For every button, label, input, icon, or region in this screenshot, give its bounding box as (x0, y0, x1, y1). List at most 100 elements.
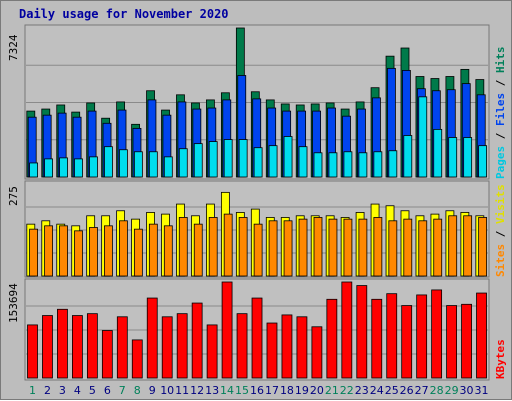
day-label-30: 30 (460, 384, 474, 397)
day-label-23: 23 (355, 384, 369, 397)
bar-sites-day-27 (418, 220, 428, 277)
day-label-1: 1 (29, 384, 36, 397)
bar-sites-day-2 (44, 225, 53, 277)
bar-sites-day-5 (89, 227, 98, 277)
bar-sites-day-1 (29, 228, 39, 277)
bar-sites-day-30 (463, 215, 473, 277)
legend-visits: Visits (494, 184, 507, 224)
bar-pages-day-10 (163, 156, 173, 178)
bar-kbytes-day-22 (341, 281, 353, 379)
day-label-20: 20 (310, 384, 324, 397)
bar-pages-day-30 (463, 137, 473, 178)
bar-sites-day-31 (478, 217, 488, 277)
day-label-6: 6 (104, 384, 111, 397)
bar-pages-day-4 (74, 158, 83, 178)
bar-sites-day-20 (313, 217, 323, 277)
bar-kbytes-day-3 (57, 308, 68, 379)
day-label-13: 13 (205, 384, 219, 397)
chart-title: Daily usage for November 2020 (19, 7, 229, 21)
day-label-31: 31 (475, 384, 489, 397)
bar-sites-day-12 (193, 223, 203, 277)
bar-pages-day-6 (104, 146, 113, 178)
bar-sites-day-17 (268, 220, 278, 277)
bar-kbytes-day-15 (236, 313, 248, 379)
bar-sites-day-25 (388, 220, 398, 277)
day-label-11: 11 (175, 384, 189, 397)
bar-kbytes-day-28 (431, 289, 443, 379)
bar-pages-day-1 (29, 162, 39, 178)
day-label-16: 16 (250, 384, 264, 397)
bar-sites-day-16 (253, 223, 263, 277)
day-label-8: 8 (134, 384, 141, 397)
visits-ymax-label: 275 (7, 186, 20, 206)
bar-pages-day-26 (403, 135, 413, 178)
day-label-24: 24 (370, 384, 384, 397)
bar-kbytes-day-23 (356, 285, 368, 379)
bar-pages-day-17 (268, 145, 278, 178)
bar-kbytes-day-16 (251, 297, 263, 379)
day-label-18: 18 (280, 384, 294, 397)
day-axis: 1 2 3 4 5 6 7 8 9 10 11 12 13 14 15 16 17 18 19 20 21 22 23 24 2… (29, 384, 489, 397)
hits-ymax-label: 7324 (7, 34, 20, 61)
bar-pages-day-18 (283, 136, 293, 178)
bar-kbytes-day-27 (416, 294, 428, 379)
bar-sites-day-6 (104, 225, 113, 277)
day-label-17: 17 (265, 384, 279, 397)
bar-kbytes-day-13 (206, 324, 218, 379)
bar-kbytes-day-8 (131, 339, 143, 379)
bar-sites-day-29 (448, 215, 458, 277)
bar-sites-day-18 (283, 220, 293, 277)
day-label-15: 15 (235, 384, 249, 397)
bar-sites-day-8 (133, 228, 143, 277)
legend-pages: Pages (494, 146, 507, 179)
kbytes-ymax-label: 153694 (7, 283, 20, 323)
bar-sites-day-22 (343, 218, 353, 277)
bar-kbytes-day-9 (146, 297, 158, 379)
bar-kbytes-day-19 (296, 316, 308, 379)
bar-sites-day-3 (59, 225, 68, 277)
bar-kbytes-day-2 (42, 315, 53, 379)
day-label-10: 10 (160, 384, 174, 397)
bar-kbytes-day-4 (72, 315, 83, 379)
bar-pages-day-21 (328, 152, 338, 178)
bar-kbytes-day-12 (191, 302, 203, 379)
bar-kbytes-day-24 (371, 298, 383, 379)
day-label-5: 5 (89, 384, 96, 397)
hits-legend: Pages / Files / Hits (494, 47, 507, 180)
bar-pages-day-28 (433, 128, 443, 178)
bar-pages-day-25 (388, 150, 398, 178)
kbytes-panel: 153694 KBytes (7, 278, 507, 381)
day-label-12: 12 (190, 384, 204, 397)
bar-sites-day-28 (433, 218, 443, 277)
day-label-3: 3 (59, 384, 66, 397)
bar-pages-day-31 (478, 145, 488, 178)
bar-kbytes-day-21 (326, 298, 338, 379)
bar-pages-day-15 (238, 139, 248, 178)
bar-sites-day-23 (358, 218, 368, 277)
bar-kbytes-day-1 (27, 324, 38, 379)
bar-pages-day-14 (223, 139, 233, 178)
day-label-7: 7 (119, 384, 126, 397)
bar-kbytes-day-20 (311, 326, 323, 379)
bar-sites-day-15 (238, 217, 248, 277)
day-label-27: 27 (415, 384, 429, 397)
bar-kbytes-day-5 (86, 313, 98, 379)
bar-pages-day-7 (119, 149, 128, 178)
bar-pages-day-3 (59, 157, 68, 178)
day-label-28: 28 (430, 384, 444, 397)
bar-sites-day-19 (298, 218, 308, 277)
day-label-29: 29 (445, 384, 459, 397)
day-label-9: 9 (149, 384, 156, 397)
day-label-4: 4 (74, 384, 81, 397)
hits-panel: 7324 Pages / Files / Hits (7, 24, 507, 180)
bar-pages-day-27 (418, 96, 428, 178)
bar-pages-day-16 (253, 147, 263, 178)
bar-pages-day-22 (343, 151, 353, 178)
legend-sites: Sites (494, 244, 507, 277)
bar-kbytes-day-18 (281, 314, 293, 379)
visits-legend: Sites / Visits (494, 184, 507, 277)
bar-pages-day-11 (178, 148, 188, 178)
bar-kbytes-day-31 (476, 292, 487, 379)
